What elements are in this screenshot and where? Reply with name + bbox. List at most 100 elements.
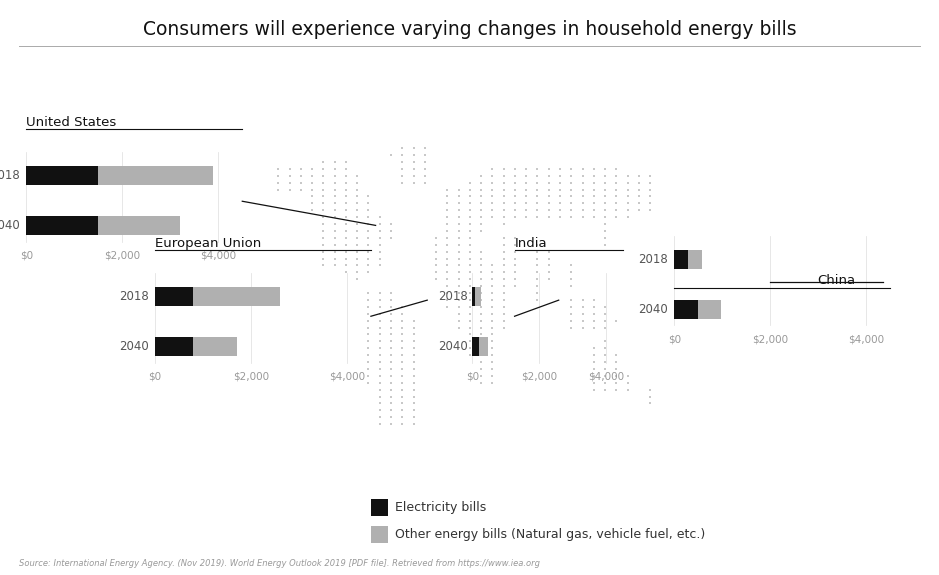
Point: [383, 309, 398, 319]
Point: [361, 220, 376, 229]
Point: [642, 385, 657, 394]
Point: [383, 227, 398, 236]
Point: [507, 199, 522, 208]
Text: India: India: [515, 237, 547, 250]
Point: [428, 268, 443, 277]
Point: [541, 247, 556, 256]
Point: [293, 185, 308, 194]
Point: [541, 199, 556, 208]
Point: [462, 316, 477, 325]
Point: [597, 323, 612, 332]
Point: [451, 309, 466, 319]
Bar: [479, 337, 487, 356]
Point: [597, 378, 612, 388]
Point: [575, 296, 590, 305]
Point: [372, 385, 387, 394]
Point: [327, 233, 342, 243]
Point: [485, 178, 500, 187]
Point: [485, 337, 500, 346]
Point: [473, 254, 488, 263]
Point: [586, 378, 601, 388]
Point: [586, 302, 601, 312]
Point: [361, 358, 376, 367]
Point: [282, 178, 297, 187]
Point: [518, 213, 533, 222]
Point: [462, 275, 477, 284]
Point: [338, 261, 353, 270]
Point: [462, 206, 477, 215]
Point: [304, 185, 319, 194]
Point: [462, 233, 477, 243]
Point: [597, 344, 612, 353]
Point: [507, 247, 522, 256]
Point: [530, 164, 545, 174]
Point: [530, 261, 545, 270]
Point: [327, 213, 342, 222]
Point: [406, 337, 421, 346]
Point: [282, 164, 297, 174]
Point: [338, 164, 353, 174]
Point: [428, 247, 443, 256]
Point: [496, 302, 511, 312]
Point: [530, 192, 545, 201]
Point: [327, 240, 342, 250]
Point: [473, 268, 488, 277]
Point: [608, 365, 623, 374]
Point: [608, 378, 623, 388]
Point: [361, 371, 376, 381]
Point: [338, 192, 353, 201]
Text: United States: United States: [26, 116, 116, 129]
Point: [372, 420, 387, 429]
Point: [608, 213, 623, 222]
Point: [552, 164, 567, 174]
Point: [439, 227, 454, 236]
Point: [507, 185, 522, 194]
Point: [417, 164, 432, 174]
Point: [372, 227, 387, 236]
Point: [383, 385, 398, 394]
Point: [620, 178, 635, 187]
Point: [406, 158, 421, 167]
Point: [473, 344, 488, 353]
Point: [406, 323, 421, 332]
Point: [383, 406, 398, 415]
Point: [451, 289, 466, 298]
Point: [394, 399, 409, 408]
Point: [361, 213, 376, 222]
Point: [496, 192, 511, 201]
Point: [496, 206, 511, 215]
Point: [372, 247, 387, 256]
Point: [563, 316, 578, 325]
Point: [428, 240, 443, 250]
Point: [338, 158, 353, 167]
Point: [394, 351, 409, 360]
Point: [316, 158, 331, 167]
Point: [597, 371, 612, 381]
Point: [530, 282, 545, 291]
Point: [518, 178, 533, 187]
Point: [349, 233, 364, 243]
Point: [473, 247, 488, 256]
Point: [462, 323, 477, 332]
Point: [338, 185, 353, 194]
Point: [394, 371, 409, 381]
Point: [383, 316, 398, 325]
Point: [428, 275, 443, 284]
Point: [383, 358, 398, 367]
Point: [541, 171, 556, 181]
Point: [361, 296, 376, 305]
Point: [473, 213, 488, 222]
Point: [428, 254, 443, 263]
Point: [372, 337, 387, 346]
Point: [608, 206, 623, 215]
Point: [439, 282, 454, 291]
Point: [361, 192, 376, 201]
Point: [406, 164, 421, 174]
Point: [642, 199, 657, 208]
Point: [608, 164, 623, 174]
Point: [563, 275, 578, 284]
Point: [530, 254, 545, 263]
Point: [316, 206, 331, 215]
Point: [383, 351, 398, 360]
Point: [338, 171, 353, 181]
